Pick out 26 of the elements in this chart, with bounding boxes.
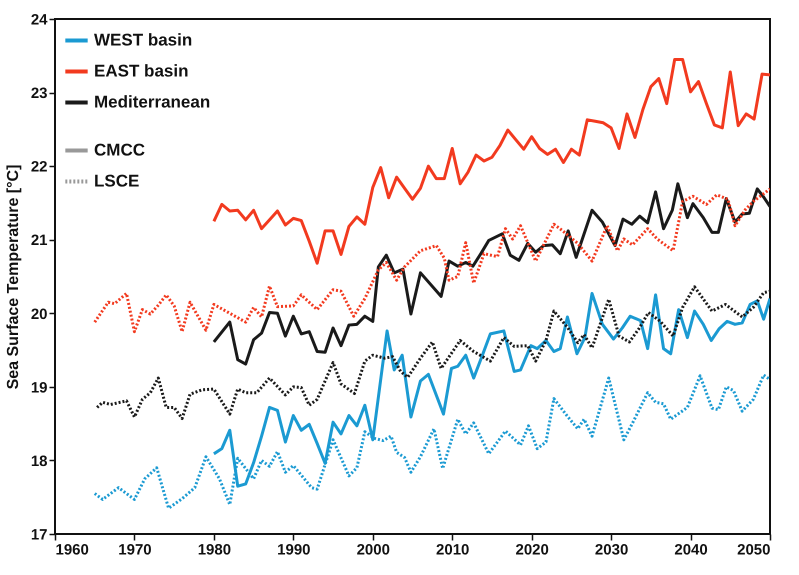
x-tick-label: 2030 bbox=[594, 542, 628, 558]
y-tick-label: 18 bbox=[30, 452, 48, 470]
legend-label: WEST basin bbox=[94, 30, 192, 50]
x-tick-label: 1990 bbox=[277, 542, 311, 558]
annotation: LSCE bbox=[94, 172, 140, 190]
y-tick-label: 20 bbox=[30, 306, 48, 323]
y-tick-label: 23 bbox=[30, 85, 48, 102]
x-tick-label: 2020 bbox=[515, 542, 549, 558]
y-tick-label: 22 bbox=[30, 158, 48, 176]
x-tick-label: 1960 bbox=[56, 542, 89, 558]
y-tick-label: 24 bbox=[30, 12, 48, 28]
y-tick-label: 19 bbox=[30, 379, 48, 396]
line-series bbox=[212, 58, 770, 265]
y-tick-label: 17 bbox=[30, 526, 48, 544]
line-series bbox=[93, 187, 770, 334]
y-tick-label: 21 bbox=[30, 232, 48, 250]
x-tick-label: 2040 bbox=[674, 542, 708, 558]
x-tick-label: 2050 bbox=[737, 542, 770, 558]
x-tick-label: 1980 bbox=[198, 542, 232, 558]
annotation: CMCC bbox=[94, 140, 145, 160]
x-tick-label: 2000 bbox=[356, 542, 390, 558]
legend-label: Mediterranean bbox=[94, 92, 210, 112]
x-tick-label: 2010 bbox=[436, 542, 470, 558]
y-axis-title: Sea Surface Temperature [°C] bbox=[4, 164, 22, 390]
legend-label: EAST basin bbox=[94, 62, 188, 80]
x-tick-label: 1970 bbox=[118, 542, 152, 558]
